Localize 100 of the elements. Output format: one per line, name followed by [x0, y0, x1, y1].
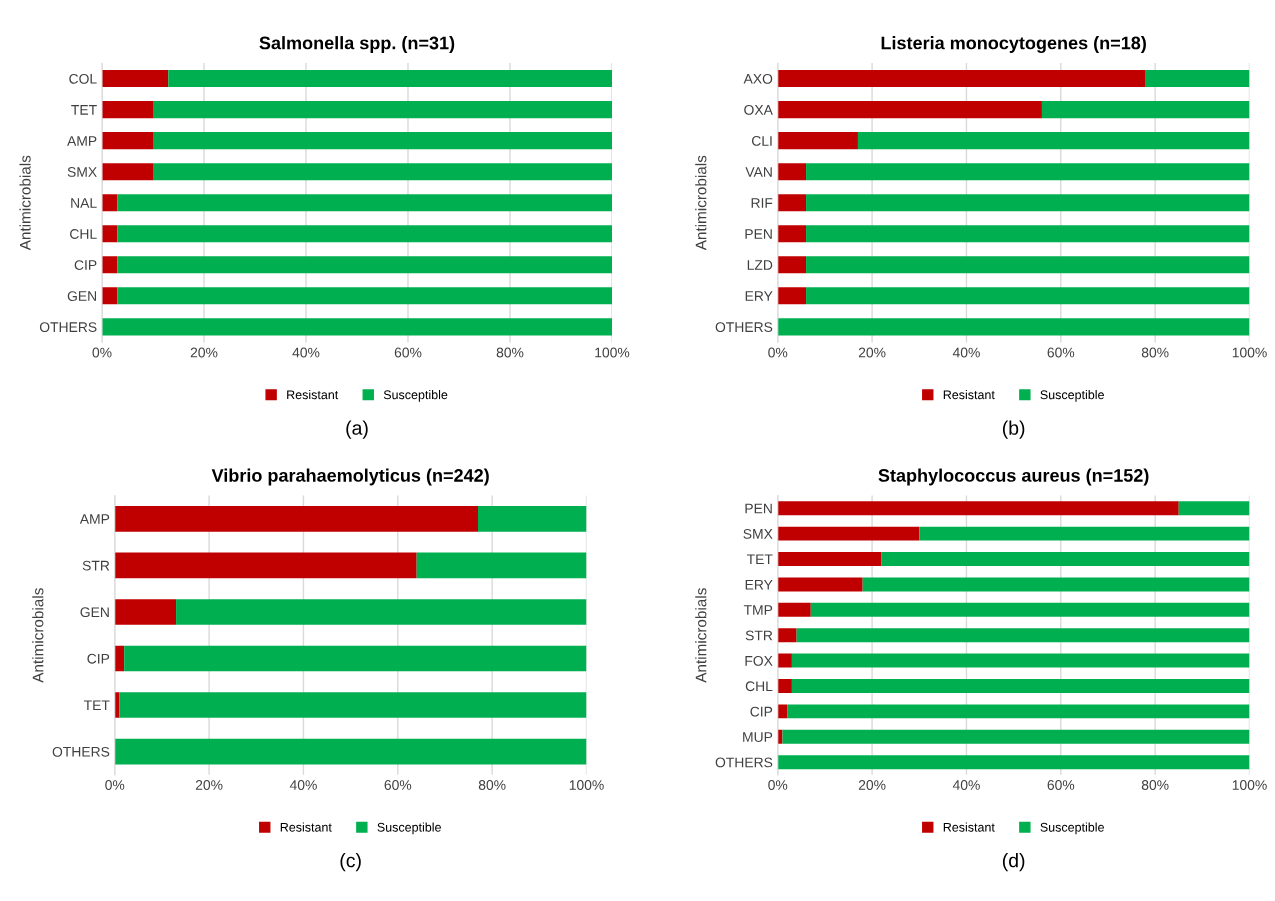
y-axis-title: Antimicrobials [19, 155, 31, 251]
y-tick-label: SMX [743, 528, 773, 539]
chart-title: Staphylococcus aureus (n=152) [878, 468, 1149, 486]
bar [777, 526, 920, 541]
x-tick-label: 100% [595, 347, 630, 358]
y-tick-label: MUP [743, 732, 773, 742]
legend-label: Susceptible [383, 390, 448, 402]
bar [777, 194, 807, 212]
y-tick-label: AXO [743, 73, 773, 84]
y-tick-label: CLI [751, 135, 772, 146]
bar [1041, 101, 1250, 119]
y-tick-label: STR [745, 630, 773, 641]
y-tick-label: OTHERS [715, 757, 773, 768]
bar [777, 70, 1146, 88]
chart-title: Salmonella spp. (n=31) [259, 36, 455, 53]
bar [478, 506, 587, 532]
y-tick-label: TET [83, 700, 110, 711]
bar [102, 256, 118, 274]
bar [102, 101, 153, 119]
y-tick-label: CIP [750, 706, 773, 717]
bar [777, 318, 1250, 336]
y-tick-label: STR [82, 560, 110, 571]
x-tick-label: 80% [496, 347, 524, 358]
legend-label: Resistant [287, 390, 339, 400]
bar [777, 256, 807, 274]
bar [796, 628, 1250, 643]
x-tick-label: 80% [1141, 780, 1169, 790]
bar [777, 704, 788, 719]
bar [114, 506, 478, 532]
bar [102, 194, 118, 212]
bar [102, 163, 153, 181]
bar [777, 501, 1179, 516]
bar [806, 194, 1250, 212]
y-tick-label: NAL [71, 198, 97, 208]
bar [787, 704, 1250, 719]
y-tick-label: ERY [745, 579, 773, 590]
y-axis-title: Antimicrobials [695, 588, 707, 683]
bar [117, 287, 612, 305]
bar [102, 318, 612, 336]
x-tick-label: 40% [952, 347, 980, 358]
bar [777, 132, 858, 150]
bar [777, 602, 811, 617]
bar [102, 225, 118, 243]
bar [777, 679, 792, 693]
x-tick-label: 100% [569, 780, 604, 790]
y-tick-label: OTHERS [715, 322, 773, 333]
y-tick-label: OTHERS [52, 746, 110, 757]
bar [124, 645, 587, 672]
bar [881, 552, 1250, 567]
chart-title: Vibrio parahaemolyticus (n=242) [211, 468, 489, 486]
x-tick-label: 20% [195, 780, 223, 790]
bar [777, 225, 807, 243]
x-tick-label: 100% [1232, 347, 1267, 358]
y-tick-label: FOX [745, 655, 773, 666]
x-tick-label: 100% [1232, 780, 1267, 790]
bar [806, 256, 1250, 274]
x-tick-label: 80% [1141, 347, 1169, 358]
y-tick-label: GEN [67, 291, 97, 301]
bar [777, 287, 807, 305]
bar [791, 653, 1250, 668]
x-tick-label: 40% [952, 780, 980, 790]
bar [117, 194, 612, 212]
legend-label: Susceptible [1040, 390, 1104, 402]
bar [777, 628, 797, 643]
x-tick-label: 60% [394, 347, 422, 358]
x-tick-label: 60% [1047, 347, 1075, 358]
y-tick-label: OXA [744, 104, 773, 115]
bar [416, 552, 587, 579]
legend-label: Susceptible [1040, 822, 1104, 835]
x-tick-label: 0% [768, 347, 788, 358]
text: (c) [340, 853, 361, 872]
bar [1178, 501, 1250, 516]
text: (d) [1002, 853, 1025, 872]
x-tick-label: 0% [105, 780, 125, 790]
x-tick-label: 0% [92, 347, 112, 358]
y-axis-title: Antimicrobials [695, 155, 707, 251]
bar [777, 101, 1042, 119]
y-tick-label: CIP [87, 653, 110, 664]
y-tick-label: RIF [751, 198, 773, 208]
bar [806, 225, 1250, 243]
text: (b) [1002, 420, 1025, 439]
x-tick-label: 20% [858, 780, 886, 790]
bar [117, 225, 612, 243]
bar [777, 755, 1250, 770]
bar [857, 132, 1250, 150]
x-tick-label: 40% [289, 780, 317, 790]
y-tick-label: SMX [67, 167, 97, 177]
bar [114, 599, 177, 625]
legend-label: Resistant [943, 390, 995, 400]
y-tick-label: CIP [74, 260, 97, 270]
x-tick-label: 20% [858, 347, 886, 358]
bar [777, 577, 863, 592]
bar [791, 679, 1250, 693]
y-tick-label: AMP [79, 514, 110, 524]
y-tick-label: GEN [80, 607, 109, 618]
legend-label: Resistant [943, 822, 995, 832]
bar [114, 645, 125, 672]
y-tick-label: OTHERS [39, 322, 97, 333]
x-tick-label: 20% [190, 347, 218, 358]
x-tick-label: 60% [1047, 780, 1075, 790]
